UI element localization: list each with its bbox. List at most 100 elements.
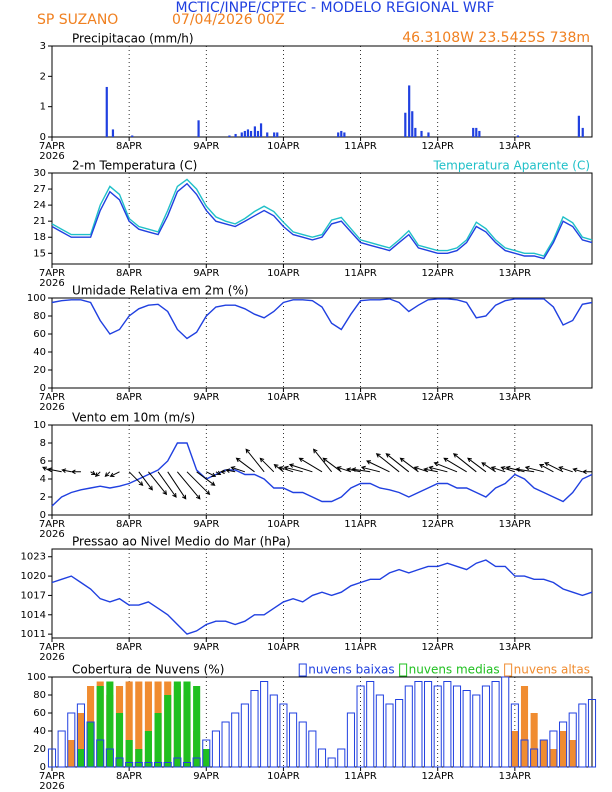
- x-year-label: 2026: [39, 652, 64, 663]
- bar: [125, 681, 133, 767]
- x-tick-label: 12APR: [421, 268, 454, 279]
- wind-vector: [94, 471, 101, 478]
- bar: [414, 127, 417, 137]
- wind-vector: [322, 457, 342, 473]
- plot-frame: [51, 172, 593, 265]
- wind-vector: [433, 461, 458, 473]
- bar: [520, 686, 529, 767]
- x-tick-label: 7APR: [39, 771, 65, 782]
- bar: [559, 721, 568, 768]
- bar: [173, 757, 182, 768]
- wind-vector: [423, 467, 438, 473]
- bar: [105, 748, 114, 768]
- y-tick-label: 1: [40, 102, 46, 113]
- y-tick-label: 100: [27, 672, 46, 683]
- bar: [249, 130, 253, 137]
- y-tick-label: 0: [40, 510, 46, 521]
- bar: [366, 681, 375, 768]
- y-tick-label: 1011: [21, 629, 46, 640]
- bar: [395, 699, 404, 768]
- bar: [501, 676, 510, 768]
- y-tick-label: 18: [33, 232, 46, 243]
- x-tick-label: 13APR: [499, 642, 532, 653]
- y-tick-label: 80: [33, 690, 46, 701]
- x-tick-label: 7APR: [39, 392, 65, 403]
- bar: [343, 132, 346, 137]
- bar: [530, 748, 539, 768]
- bar: [559, 731, 567, 767]
- legend-label: Temperatura Aparente (C): [432, 159, 590, 173]
- wind-vector: [572, 467, 583, 473]
- bar: [578, 703, 587, 768]
- x-year-label: 2026: [39, 781, 64, 792]
- y-tick-label: 2: [40, 492, 46, 503]
- y-tick-label: 1020: [21, 571, 46, 582]
- plot-frame: [51, 45, 593, 138]
- wind-vector: [452, 453, 477, 473]
- wind-vector: [273, 463, 284, 473]
- bar: [516, 135, 520, 137]
- bar: [587, 699, 597, 768]
- bar: [420, 130, 423, 137]
- bar: [337, 132, 340, 137]
- bar: [125, 762, 134, 768]
- bar: [67, 740, 75, 767]
- panel-title: Cobertura de Nuvens (%): [72, 663, 224, 677]
- x-tick-label: 10APR: [267, 642, 300, 653]
- bar: [87, 722, 95, 767]
- bar: [96, 739, 105, 768]
- x-tick-label: 13APR: [499, 392, 532, 403]
- wind-vector: [351, 467, 371, 473]
- y-tick-label: 60: [33, 708, 46, 719]
- bar: [404, 112, 407, 137]
- bar: [577, 115, 580, 137]
- x-tick-label: 12APR: [421, 642, 454, 653]
- x-tick-label: 9APR: [193, 771, 219, 782]
- wind-vector: [138, 471, 153, 491]
- y-tick-label: 8: [40, 438, 46, 449]
- bar: [478, 130, 481, 137]
- wind-vector: [230, 466, 246, 473]
- bar: [221, 721, 230, 768]
- y-tick-label: 100: [27, 293, 46, 304]
- y-tick-label: 21: [33, 216, 46, 227]
- x-tick-label: 9APR: [193, 268, 219, 279]
- legend-swatch: [399, 663, 408, 677]
- bar: [481, 685, 490, 768]
- bar: [115, 757, 124, 768]
- bar: [134, 762, 143, 768]
- y-tick-label: 0: [40, 383, 46, 394]
- y-tick-label: 20: [33, 744, 46, 755]
- panel-title: Umidade Relativa em 2m (%): [72, 284, 249, 298]
- bar: [173, 681, 181, 767]
- bar: [424, 681, 433, 768]
- y-tick-label: 30: [33, 168, 46, 179]
- bar: [193, 686, 201, 767]
- wind-vector: [581, 469, 592, 475]
- bar: [427, 132, 430, 137]
- wind-vector: [167, 471, 187, 500]
- bar: [250, 690, 259, 768]
- location: SP SUZANO: [37, 12, 118, 28]
- bar: [96, 686, 104, 767]
- bar: [569, 740, 577, 767]
- bar: [581, 127, 584, 137]
- wind-vector: [524, 465, 544, 473]
- bar: [163, 762, 172, 768]
- bar: [549, 749, 557, 767]
- legend-label: nuvens medias: [409, 663, 500, 677]
- y-tick-label: 80: [33, 311, 46, 322]
- data-line: [51, 442, 593, 507]
- bar: [240, 703, 249, 768]
- wind-vector: [47, 467, 62, 473]
- x-tick-label: 8APR: [116, 771, 142, 782]
- bar: [246, 129, 250, 137]
- bar: [472, 127, 475, 137]
- y-tick-label: 1017: [21, 590, 46, 601]
- bar: [404, 685, 413, 768]
- bar: [568, 712, 577, 768]
- wind-vector: [196, 471, 216, 486]
- x-tick-label: 13APR: [499, 519, 532, 530]
- wind-vector: [500, 466, 516, 473]
- x-tick-label: 9APR: [193, 642, 219, 653]
